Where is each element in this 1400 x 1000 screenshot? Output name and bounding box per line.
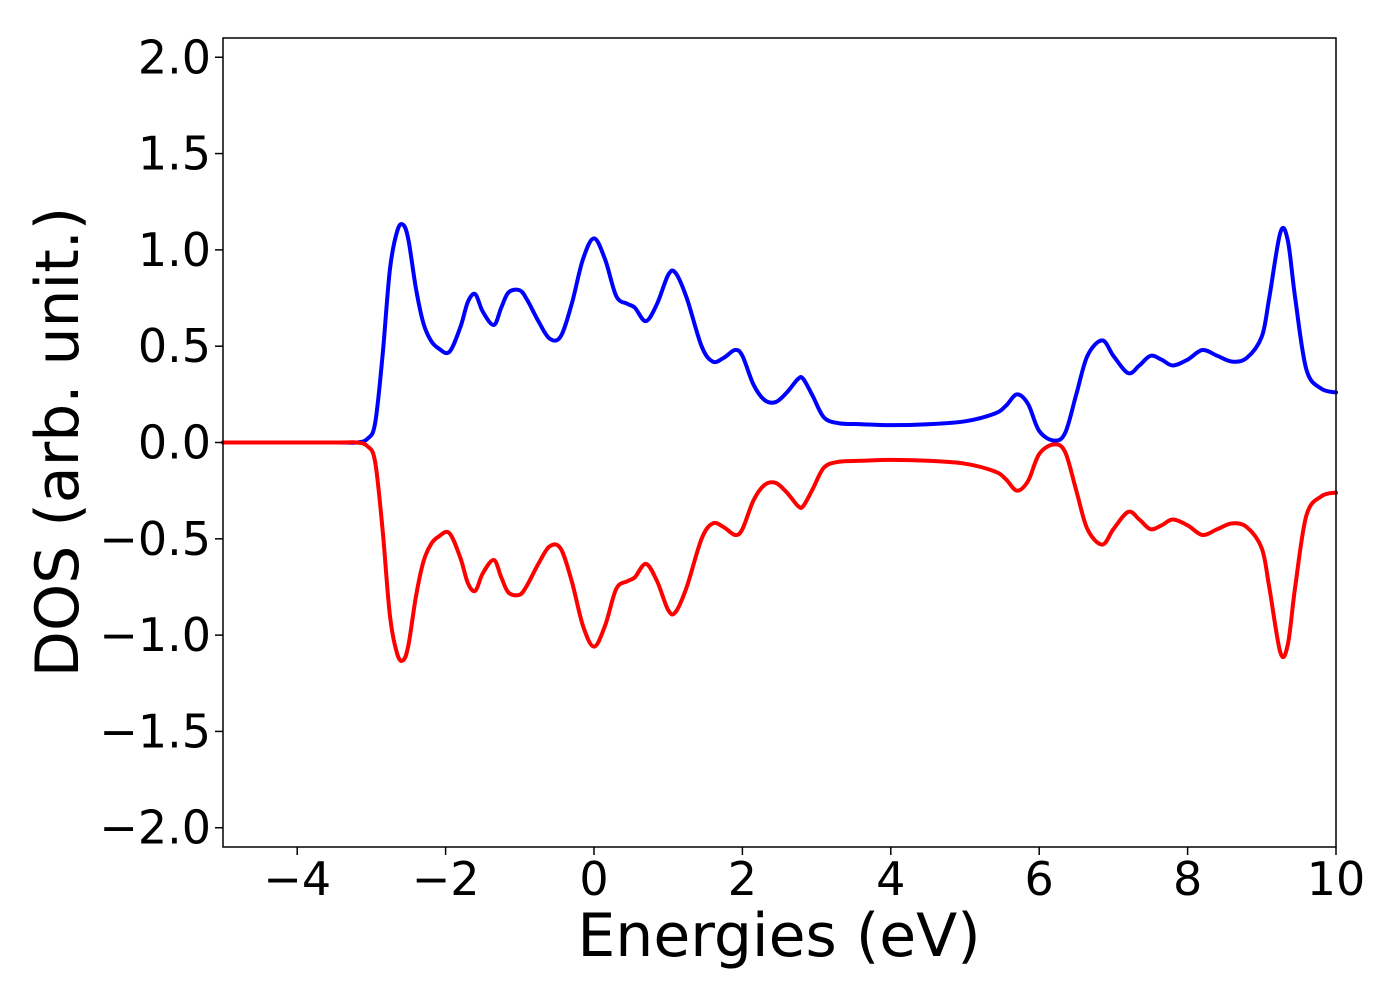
x-tick-label: 10 xyxy=(1307,852,1366,906)
y-tick-label: −0.5 xyxy=(99,512,211,566)
x-tick-label: 0 xyxy=(579,852,608,906)
x-axis-title: Energies (eV) xyxy=(577,901,980,971)
y-tick-label: 1.0 xyxy=(138,223,211,277)
x-tick-label: 4 xyxy=(876,852,905,906)
x-tick-label: 8 xyxy=(1173,852,1202,906)
y-tick-label: 2.0 xyxy=(138,30,211,84)
y-tick-label: −1.0 xyxy=(99,608,211,662)
x-axis: −4 −2 0 2 4 6 8 10 xyxy=(263,847,1365,906)
series-spin-up-line xyxy=(221,222,1338,445)
series-spin-down-line xyxy=(221,440,1338,663)
y-tick-label: 1.5 xyxy=(138,127,211,181)
x-tick-label: 2 xyxy=(728,852,757,906)
y-axis-title: DOS (arb. unit.) xyxy=(23,207,93,677)
x-tick-label: −4 xyxy=(263,852,331,906)
y-axis: 2.0 1.5 1.0 0.5 0.0 −0.5 −1.0 −1.5 −2.0 xyxy=(99,30,223,855)
x-tick-label: −2 xyxy=(412,852,480,906)
y-tick-label: −1.5 xyxy=(99,704,211,758)
y-tick-label: 0.0 xyxy=(138,416,211,470)
y-tick-label: 0.5 xyxy=(138,319,211,373)
y-tick-label: −2.0 xyxy=(99,801,211,855)
plot-frame xyxy=(222,37,1337,848)
x-tick-label: 6 xyxy=(1025,852,1054,906)
series-layer xyxy=(221,222,1338,663)
